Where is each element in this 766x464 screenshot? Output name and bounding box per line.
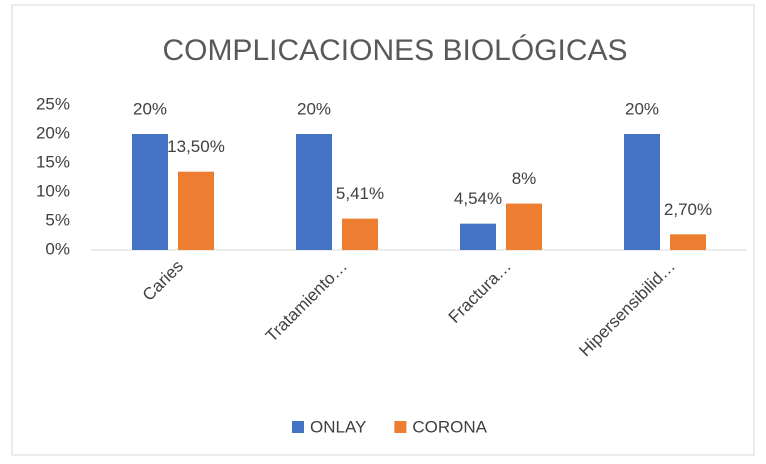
value-label: 4,54% — [454, 189, 502, 208]
bar — [670, 234, 706, 250]
bar — [296, 134, 332, 250]
value-label: 5,41% — [336, 184, 384, 203]
value-label: 20% — [133, 99, 167, 118]
value-label: 2,70% — [664, 200, 712, 219]
legend-swatch — [394, 421, 407, 433]
bar — [132, 134, 168, 250]
y-tick-label: 15% — [36, 152, 70, 171]
y-tick-label: 5% — [45, 210, 70, 229]
value-label: 13,50% — [167, 137, 225, 156]
y-tick-label: 25% — [36, 94, 70, 113]
bar — [178, 171, 214, 250]
y-tick-label: 20% — [36, 123, 70, 142]
bar — [624, 134, 660, 250]
legend-swatch — [292, 421, 304, 433]
y-tick-label: 0% — [45, 239, 70, 258]
legend-label: CORONA — [412, 417, 487, 436]
value-label: 8% — [512, 169, 537, 188]
value-label: 20% — [625, 99, 659, 118]
bar — [460, 223, 496, 250]
bar — [506, 203, 542, 250]
bar — [342, 218, 378, 250]
y-tick-label: 10% — [36, 181, 70, 200]
chart-title: COMPLICACIONES BIOLÓGICAS — [162, 34, 627, 67]
legend-label: ONLAY — [310, 417, 366, 436]
value-label: 20% — [297, 99, 331, 118]
